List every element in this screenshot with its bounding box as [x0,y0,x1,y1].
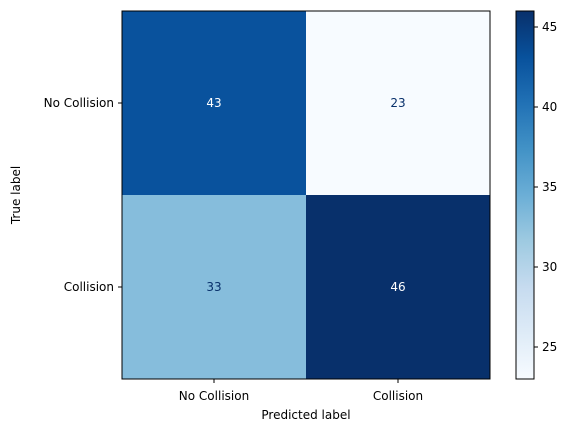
colorbar [515,10,535,380]
colorbar-tick-label: 35 [542,180,557,194]
colorbar-tick-label: 25 [542,340,557,354]
cell-value-label: 43 [206,96,221,110]
cell-value-label: 33 [206,280,221,294]
x-tick-label: No Collision [179,389,249,403]
heatmap-cells: 43 23 33 46 [122,11,490,379]
y-tick-label: No Collision [44,96,114,110]
cell-value-label: 23 [390,96,405,110]
y-axis-ticks: No Collision Collision [44,96,122,294]
y-axis-label: True label [9,166,23,225]
x-axis-label: Predicted label [261,408,350,422]
plot-frame [121,10,491,380]
y-tick-label: Collision [64,280,114,294]
heatmap-cell [122,195,306,379]
colorbar-tick-label: 30 [542,260,557,274]
heatmap-cell [306,11,490,195]
heatmap-cell [306,195,490,379]
heatmap-cell [122,11,306,195]
cell-value-label: 46 [390,280,405,294]
x-axis-ticks: No Collision Collision [179,379,423,403]
x-tick-label: Collision [373,389,423,403]
colorbar-ticks: 25 30 35 40 45 [534,20,557,354]
colorbar-tick-label: 45 [542,20,557,34]
colorbar-tick-label: 40 [542,100,557,114]
